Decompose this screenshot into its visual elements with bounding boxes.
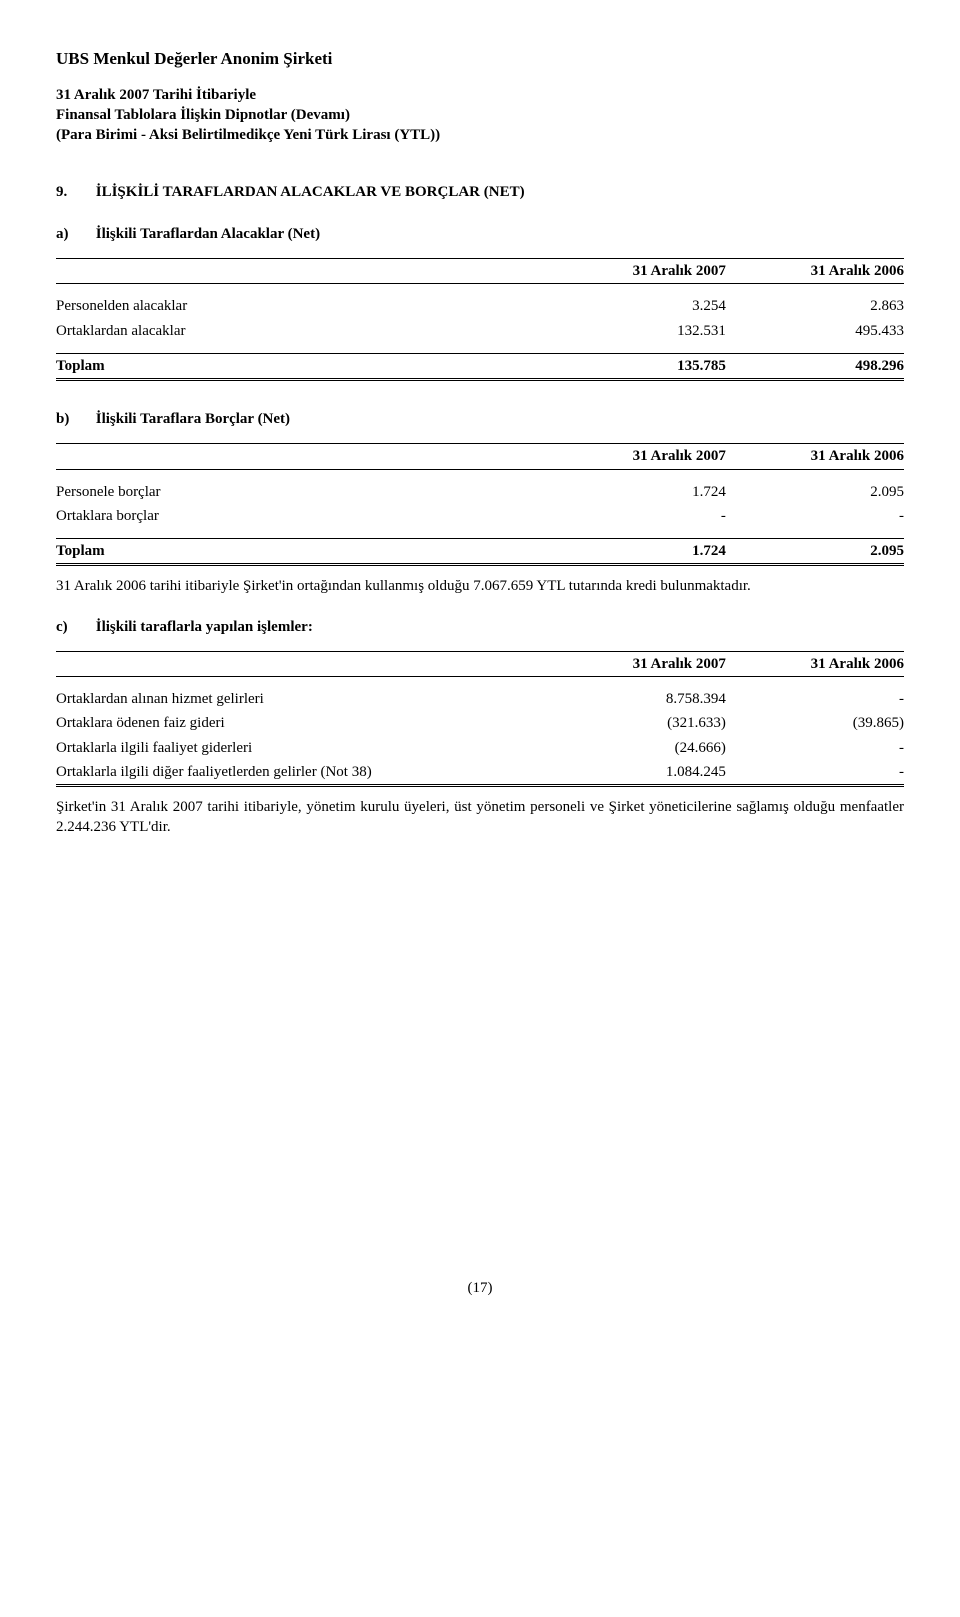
row-v2: - [726,504,904,528]
table-row: Ortaklardan alınan hizmet gelirleri 8.75… [56,687,904,711]
table-c: 31 Aralık 2007 31 Aralık 2006 Ortaklarda… [56,651,904,787]
subsection-b-label: b) [56,409,92,429]
table-row: Ortaklarla ilgili diğer faaliyetlerden g… [56,760,904,786]
row-v1: (24.666) [548,736,726,760]
row-v2: - [726,760,904,786]
subsection-b-heading: b) İlişkili Taraflara Borçlar (Net) [56,409,904,429]
table-c-header: 31 Aralık 2007 31 Aralık 2006 [56,651,904,676]
row-desc: Ortaklarla ilgili diğer faaliyetlerden g… [56,760,548,786]
subsection-b-title: İlişkili Taraflara Borçlar (Net) [96,411,290,427]
table-c-col2: 31 Aralık 2006 [726,651,904,676]
total-desc: Toplam [56,539,548,565]
total-desc: Toplam [56,353,548,379]
row-v1: 132.531 [548,319,726,343]
subsection-c-title: İlişkili taraflarla yapılan işlemler: [96,619,313,635]
table-row: Ortaklara borçlar - - [56,504,904,528]
row-v1: 3.254 [548,294,726,318]
row-v2: - [726,687,904,711]
row-desc: Personele borçlar [56,480,548,504]
row-v2: - [726,736,904,760]
table-b-header: 31 Aralık 2007 31 Aralık 2006 [56,444,904,469]
row-desc: Personelden alacaklar [56,294,548,318]
row-desc: Ortaklardan alınan hizmet gelirleri [56,687,548,711]
table-b: 31 Aralık 2007 31 Aralık 2006 Personele … [56,443,904,566]
total-v2: 2.095 [726,539,904,565]
total-v1: 1.724 [548,539,726,565]
table-row: Ortaklarla ilgili faaliyet giderleri (24… [56,736,904,760]
row-v1: (321.633) [548,711,726,735]
row-desc: Ortaklarla ilgili faaliyet giderleri [56,736,548,760]
table-b-total: Toplam 1.724 2.095 [56,539,904,565]
header-line-2: Finansal Tablolara İlişkin Dipnotlar (De… [56,105,904,125]
total-v2: 498.296 [726,353,904,379]
table-a-header: 31 Aralık 2007 31 Aralık 2006 [56,259,904,284]
table-a-total: Toplam 135.785 498.296 [56,353,904,379]
table-b-col1: 31 Aralık 2007 [548,444,726,469]
row-v2: 2.095 [726,480,904,504]
subsection-c-label: c) [56,617,92,637]
table-a-col1: 31 Aralık 2007 [548,259,726,284]
subsection-c-heading: c) İlişkili taraflarla yapılan işlemler: [56,617,904,637]
row-desc: Ortaklara ödenen faiz gideri [56,711,548,735]
company-name: UBS Menkul Değerler Anonim Şirketi [56,48,904,71]
row-desc: Ortaklardan alacaklar [56,319,548,343]
section-text: İLİŞKİLİ TARAFLARDAN ALACAKLAR VE BORÇLA… [96,184,525,200]
table-a: 31 Aralık 2007 31 Aralık 2006 Personelde… [56,258,904,381]
row-desc: Ortaklara borçlar [56,504,548,528]
paragraph-b: 31 Aralık 2006 tarihi itibariyle Şirket'… [56,576,904,596]
row-v1: 8.758.394 [548,687,726,711]
row-v2: (39.865) [726,711,904,735]
subsection-a-label: a) [56,224,92,244]
header-line-1: 31 Aralık 2007 Tarihi İtibariyle [56,85,904,105]
total-v1: 135.785 [548,353,726,379]
table-c-col1: 31 Aralık 2007 [548,651,726,676]
row-v1: 1.724 [548,480,726,504]
section-title: 9. İLİŞKİLİ TARAFLARDAN ALACAKLAR VE BOR… [56,182,904,202]
table-b-col2: 31 Aralık 2006 [726,444,904,469]
section-number: 9. [56,182,92,202]
row-v1: - [548,504,726,528]
header-line-3: (Para Birimi - Aksi Belirtilmedikçe Yeni… [56,125,904,145]
page-number: (17) [56,1278,904,1298]
page-header: UBS Menkul Değerler Anonim Şirketi 31 Ar… [56,48,904,146]
row-v1: 1.084.245 [548,760,726,786]
row-v2: 2.863 [726,294,904,318]
table-row: Personele borçlar 1.724 2.095 [56,480,904,504]
subsection-a-heading: a) İlişkili Taraflardan Alacaklar (Net) [56,224,904,244]
table-row: Ortaklara ödenen faiz gideri (321.633) (… [56,711,904,735]
paragraph-c: Şirket'in 31 Aralık 2007 tarihi itibariy… [56,797,904,838]
table-row: Personelden alacaklar 3.254 2.863 [56,294,904,318]
table-row: Ortaklardan alacaklar 132.531 495.433 [56,319,904,343]
table-a-col2: 31 Aralık 2006 [726,259,904,284]
subsection-a-title: İlişkili Taraflardan Alacaklar (Net) [96,226,320,242]
row-v2: 495.433 [726,319,904,343]
